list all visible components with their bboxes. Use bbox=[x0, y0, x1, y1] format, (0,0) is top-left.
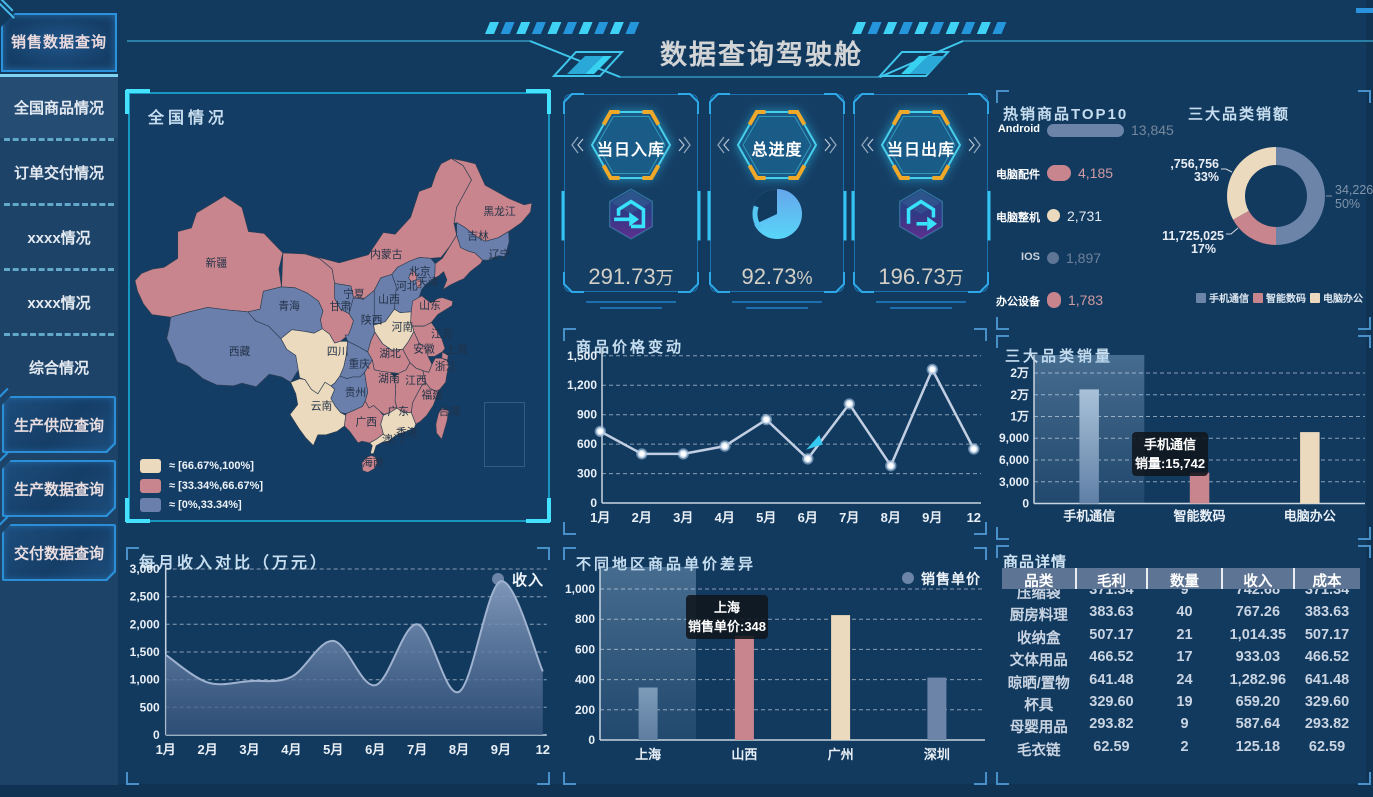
svg-text:宁夏: 宁夏 bbox=[343, 287, 365, 300]
svg-text:上海: 上海 bbox=[446, 343, 468, 356]
svg-text:智能数码: 智能数码 bbox=[1266, 292, 1306, 305]
svg-text:甘肃: 甘肃 bbox=[330, 300, 352, 313]
svg-text:电脑办公: 电脑办公 bbox=[1284, 509, 1336, 524]
svg-text:江西: 江西 bbox=[405, 375, 427, 387]
svg-text:2,500: 2,500 bbox=[130, 590, 160, 604]
svg-text:2月: 2月 bbox=[197, 742, 217, 757]
svg-text:西藏: 西藏 bbox=[229, 346, 251, 358]
svg-text:9月: 9月 bbox=[491, 742, 511, 757]
svg-text:1,500: 1,500 bbox=[130, 645, 160, 659]
svg-text:安徽: 安徽 bbox=[413, 342, 435, 355]
svg-text:四川: 四川 bbox=[327, 346, 349, 358]
svg-text:电脑办公: 电脑办公 bbox=[1323, 292, 1363, 305]
svg-text:香港: 香港 bbox=[396, 426, 418, 439]
svg-text:山西: 山西 bbox=[378, 294, 400, 306]
svg-text:辽宁: 辽宁 bbox=[489, 248, 511, 261]
svg-text:1月: 1月 bbox=[156, 742, 176, 757]
svg-text:3月: 3月 bbox=[239, 742, 259, 757]
svg-text:云南: 云南 bbox=[311, 400, 333, 413]
svg-text:0: 0 bbox=[588, 733, 595, 747]
svg-text:山东: 山东 bbox=[419, 299, 441, 312]
svg-text:1万: 1万 bbox=[1010, 410, 1029, 424]
svg-text:5月: 5月 bbox=[323, 742, 343, 757]
svg-text:深圳: 深圳 bbox=[924, 747, 950, 762]
svg-text:7月: 7月 bbox=[839, 510, 859, 525]
svg-text:33%: 33% bbox=[1194, 170, 1219, 184]
svg-text:吉林: 吉林 bbox=[467, 230, 489, 243]
svg-text:7月: 7月 bbox=[407, 742, 427, 757]
svg-text:陕西: 陕西 bbox=[361, 313, 383, 326]
svg-text:800: 800 bbox=[575, 612, 595, 626]
svg-text:2,000: 2,000 bbox=[130, 617, 160, 631]
svg-text:34,226: 34,226 bbox=[1335, 183, 1373, 197]
svg-text:9月: 9月 bbox=[922, 510, 942, 525]
svg-text:河北: 河北 bbox=[396, 280, 418, 292]
svg-text:6月: 6月 bbox=[798, 510, 818, 525]
svg-text:,756,756: ,756,756 bbox=[1170, 157, 1219, 171]
svg-text:海南: 海南 bbox=[362, 456, 384, 469]
svg-text:900: 900 bbox=[577, 408, 597, 422]
svg-text:3,000: 3,000 bbox=[130, 562, 160, 576]
svg-text:湖南: 湖南 bbox=[378, 372, 400, 385]
svg-text:300: 300 bbox=[577, 467, 597, 481]
svg-text:50%: 50% bbox=[1335, 197, 1360, 211]
svg-text:600: 600 bbox=[577, 437, 597, 451]
svg-text:台湾: 台湾 bbox=[439, 405, 461, 418]
svg-text:2月: 2月 bbox=[632, 510, 652, 525]
svg-text:浙江: 浙江 bbox=[435, 361, 457, 373]
svg-text:河南: 河南 bbox=[392, 320, 414, 333]
svg-text:江苏: 江苏 bbox=[431, 327, 453, 340]
svg-text:6月: 6月 bbox=[365, 742, 385, 757]
svg-text:新疆: 新疆 bbox=[206, 257, 228, 270]
svg-text:17%: 17% bbox=[1191, 242, 1216, 256]
svg-text:1,200: 1,200 bbox=[567, 378, 597, 392]
svg-text:1,500: 1,500 bbox=[567, 349, 597, 363]
svg-text:智能数码: 智能数码 bbox=[1173, 509, 1225, 524]
svg-text:澳门: 澳门 bbox=[382, 433, 404, 446]
svg-text:500: 500 bbox=[140, 700, 160, 714]
svg-text:上海: 上海 bbox=[635, 747, 661, 762]
svg-text:天津: 天津 bbox=[417, 277, 439, 289]
svg-text:8月: 8月 bbox=[881, 510, 901, 525]
svg-text:0: 0 bbox=[590, 496, 597, 510]
svg-text:11,725,025: 11,725,025 bbox=[1162, 229, 1224, 243]
svg-text:广西: 广西 bbox=[356, 416, 378, 428]
svg-text:5月: 5月 bbox=[756, 510, 776, 525]
svg-text:9,000: 9,000 bbox=[999, 431, 1029, 445]
svg-text:6,000: 6,000 bbox=[999, 453, 1029, 467]
svg-text:黑龙江: 黑龙江 bbox=[483, 205, 516, 218]
svg-text:600: 600 bbox=[575, 642, 595, 656]
svg-text:0: 0 bbox=[1022, 497, 1029, 511]
svg-text:湖北: 湖北 bbox=[379, 348, 401, 360]
svg-text:山西: 山西 bbox=[731, 747, 757, 762]
svg-text:青海: 青海 bbox=[278, 299, 300, 312]
svg-text:3月: 3月 bbox=[673, 510, 693, 525]
svg-text:4月: 4月 bbox=[281, 742, 301, 757]
svg-text:北京: 北京 bbox=[409, 265, 431, 278]
svg-text:0: 0 bbox=[153, 728, 160, 742]
svg-text:内蒙古: 内蒙古 bbox=[370, 248, 403, 261]
svg-text:广东: 广东 bbox=[387, 405, 409, 418]
svg-text:手机通信: 手机通信 bbox=[1209, 292, 1249, 305]
svg-text:福建: 福建 bbox=[421, 388, 443, 401]
svg-text:贵州: 贵州 bbox=[345, 386, 367, 399]
svg-text:1月: 1月 bbox=[590, 510, 610, 525]
svg-text:3,000: 3,000 bbox=[999, 475, 1029, 489]
svg-text:1,000: 1,000 bbox=[130, 673, 160, 687]
svg-text:200: 200 bbox=[575, 703, 595, 717]
svg-text:12: 12 bbox=[536, 742, 550, 757]
svg-text:2万: 2万 bbox=[1010, 366, 1029, 380]
svg-text:1,000: 1,000 bbox=[565, 582, 595, 596]
svg-text:12: 12 bbox=[967, 510, 981, 525]
svg-text:2万: 2万 bbox=[1010, 388, 1029, 402]
svg-text:广州: 广州 bbox=[828, 747, 854, 762]
svg-text:400: 400 bbox=[575, 673, 595, 687]
svg-text:4月: 4月 bbox=[715, 510, 735, 525]
svg-text:8月: 8月 bbox=[449, 742, 469, 757]
svg-text:重庆: 重庆 bbox=[349, 358, 371, 371]
svg-text:手机通信: 手机通信 bbox=[1063, 509, 1115, 524]
